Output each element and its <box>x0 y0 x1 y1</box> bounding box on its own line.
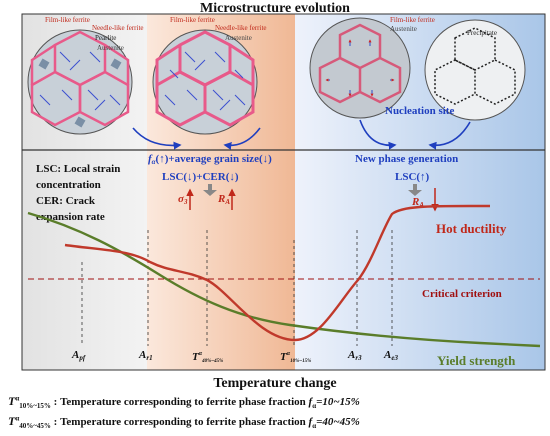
gray-down-arrow-1 <box>203 184 217 196</box>
label-hot-ductility: Hot ductility <box>436 221 507 236</box>
legend-lsc-2: concentration <box>36 179 101 191</box>
label-austenite-1: Austenite <box>97 44 124 52</box>
marker-apf: Apf <box>71 349 86 362</box>
marker-t40: Tα40%~45% <box>192 351 223 364</box>
hot-ductility-curve <box>64 204 490 342</box>
legend-cer-2: expansion rate <box>36 211 105 223</box>
marker-ae3: Ae3 <box>383 349 398 362</box>
label-yield-strength: Yield strength <box>437 353 516 368</box>
label-austenite-3: Austenite <box>390 25 417 33</box>
marker-ar1: Ar1 <box>138 349 153 362</box>
footnote-2: Tα40%~45% : Temperature corresponding to… <box>8 414 360 431</box>
x-axis-title: Temperature change <box>213 376 336 391</box>
microstructure-panel-4: Precipitate <box>424 19 526 121</box>
marker-t10: Tα10%~15% <box>280 351 311 364</box>
label-needle-ferrite-1: Needle-like ferrite <box>92 24 144 32</box>
annotation-lsc-cer: LSC(↓)+CER(↓) <box>162 171 239 183</box>
microstructure-panel-2: Film-like ferrite Needle-like ferrite Au… <box>152 16 267 135</box>
annotation-sigma: σ3 <box>178 193 188 206</box>
annotation-ra: RA <box>217 193 230 206</box>
marker-ar3: Ar3 <box>347 349 362 362</box>
annotation-new-phase: New phase generation <box>355 153 458 165</box>
microstructure-panel-1: Film-like ferrite Needle-like ferrite Pe… <box>27 16 144 135</box>
microstructure-panel-3: Film-like ferrite Austenite <box>309 16 435 119</box>
legend-lsc-1: LSC: Local strain <box>36 163 120 175</box>
label-film-ferrite-1: Film-like ferrite <box>45 16 90 24</box>
annotation-lsc-up: LSC(↑) <box>395 171 430 183</box>
annotation-grain-size: fα(↑)+average grain size(↓) <box>148 153 272 166</box>
label-pearlite: Pearlite <box>95 34 116 42</box>
diagram-title: Microstructure evolution <box>200 1 350 16</box>
annotation-ra-2: RA <box>411 196 424 209</box>
label-film-ferrite-3: Film-like ferrite <box>390 16 435 24</box>
gray-down-arrow-2 <box>408 184 422 196</box>
label-critical-criterion: Critical criterion <box>422 288 502 300</box>
label-nucleation-site: Nucleation site <box>385 105 454 117</box>
yield-strength-curve <box>27 211 541 348</box>
footnote-1: Tα10%~15% : Temperature corresponding to… <box>8 394 360 411</box>
label-film-ferrite-2: Film-like ferrite <box>170 16 215 24</box>
label-austenite-2: Austenite <box>225 34 252 42</box>
legend-cer-1: CER: Crack <box>36 195 96 207</box>
label-needle-ferrite-2: Needle-like ferrite <box>215 24 267 32</box>
label-precipitate: Precipitate <box>467 29 497 37</box>
guide-lines <box>81 230 393 346</box>
connector-arrows <box>132 119 471 150</box>
